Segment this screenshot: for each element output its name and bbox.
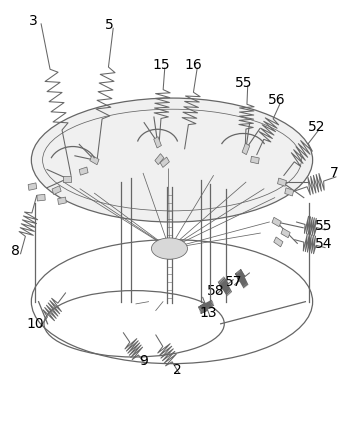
Polygon shape — [63, 176, 71, 182]
Polygon shape — [37, 194, 45, 201]
Ellipse shape — [151, 238, 188, 259]
Polygon shape — [285, 188, 294, 196]
Polygon shape — [58, 197, 66, 205]
Polygon shape — [251, 156, 259, 164]
Polygon shape — [79, 167, 88, 175]
Polygon shape — [281, 228, 290, 238]
Text: 7: 7 — [330, 166, 338, 180]
Text: 55: 55 — [235, 75, 253, 90]
Polygon shape — [160, 157, 169, 167]
Polygon shape — [278, 178, 286, 186]
Text: 10: 10 — [26, 317, 44, 331]
Text: 2: 2 — [173, 363, 182, 377]
Text: 16: 16 — [185, 58, 202, 72]
Text: 52: 52 — [307, 120, 325, 134]
Polygon shape — [242, 143, 250, 155]
Text: 3: 3 — [29, 14, 38, 28]
Polygon shape — [28, 183, 37, 190]
Text: 13: 13 — [199, 306, 217, 320]
Text: 5: 5 — [105, 18, 113, 32]
Text: 58: 58 — [206, 284, 224, 297]
Polygon shape — [90, 155, 99, 165]
Text: 9: 9 — [139, 354, 148, 369]
Polygon shape — [274, 237, 283, 247]
Text: 56: 56 — [268, 93, 285, 107]
Polygon shape — [154, 137, 161, 148]
Polygon shape — [272, 217, 281, 227]
Polygon shape — [52, 186, 61, 194]
Text: 57: 57 — [224, 275, 242, 289]
Polygon shape — [155, 154, 164, 165]
Text: 15: 15 — [152, 58, 170, 72]
Ellipse shape — [31, 98, 313, 222]
Text: 54: 54 — [315, 237, 332, 251]
Text: 8: 8 — [11, 244, 20, 258]
Text: 55: 55 — [315, 219, 332, 234]
